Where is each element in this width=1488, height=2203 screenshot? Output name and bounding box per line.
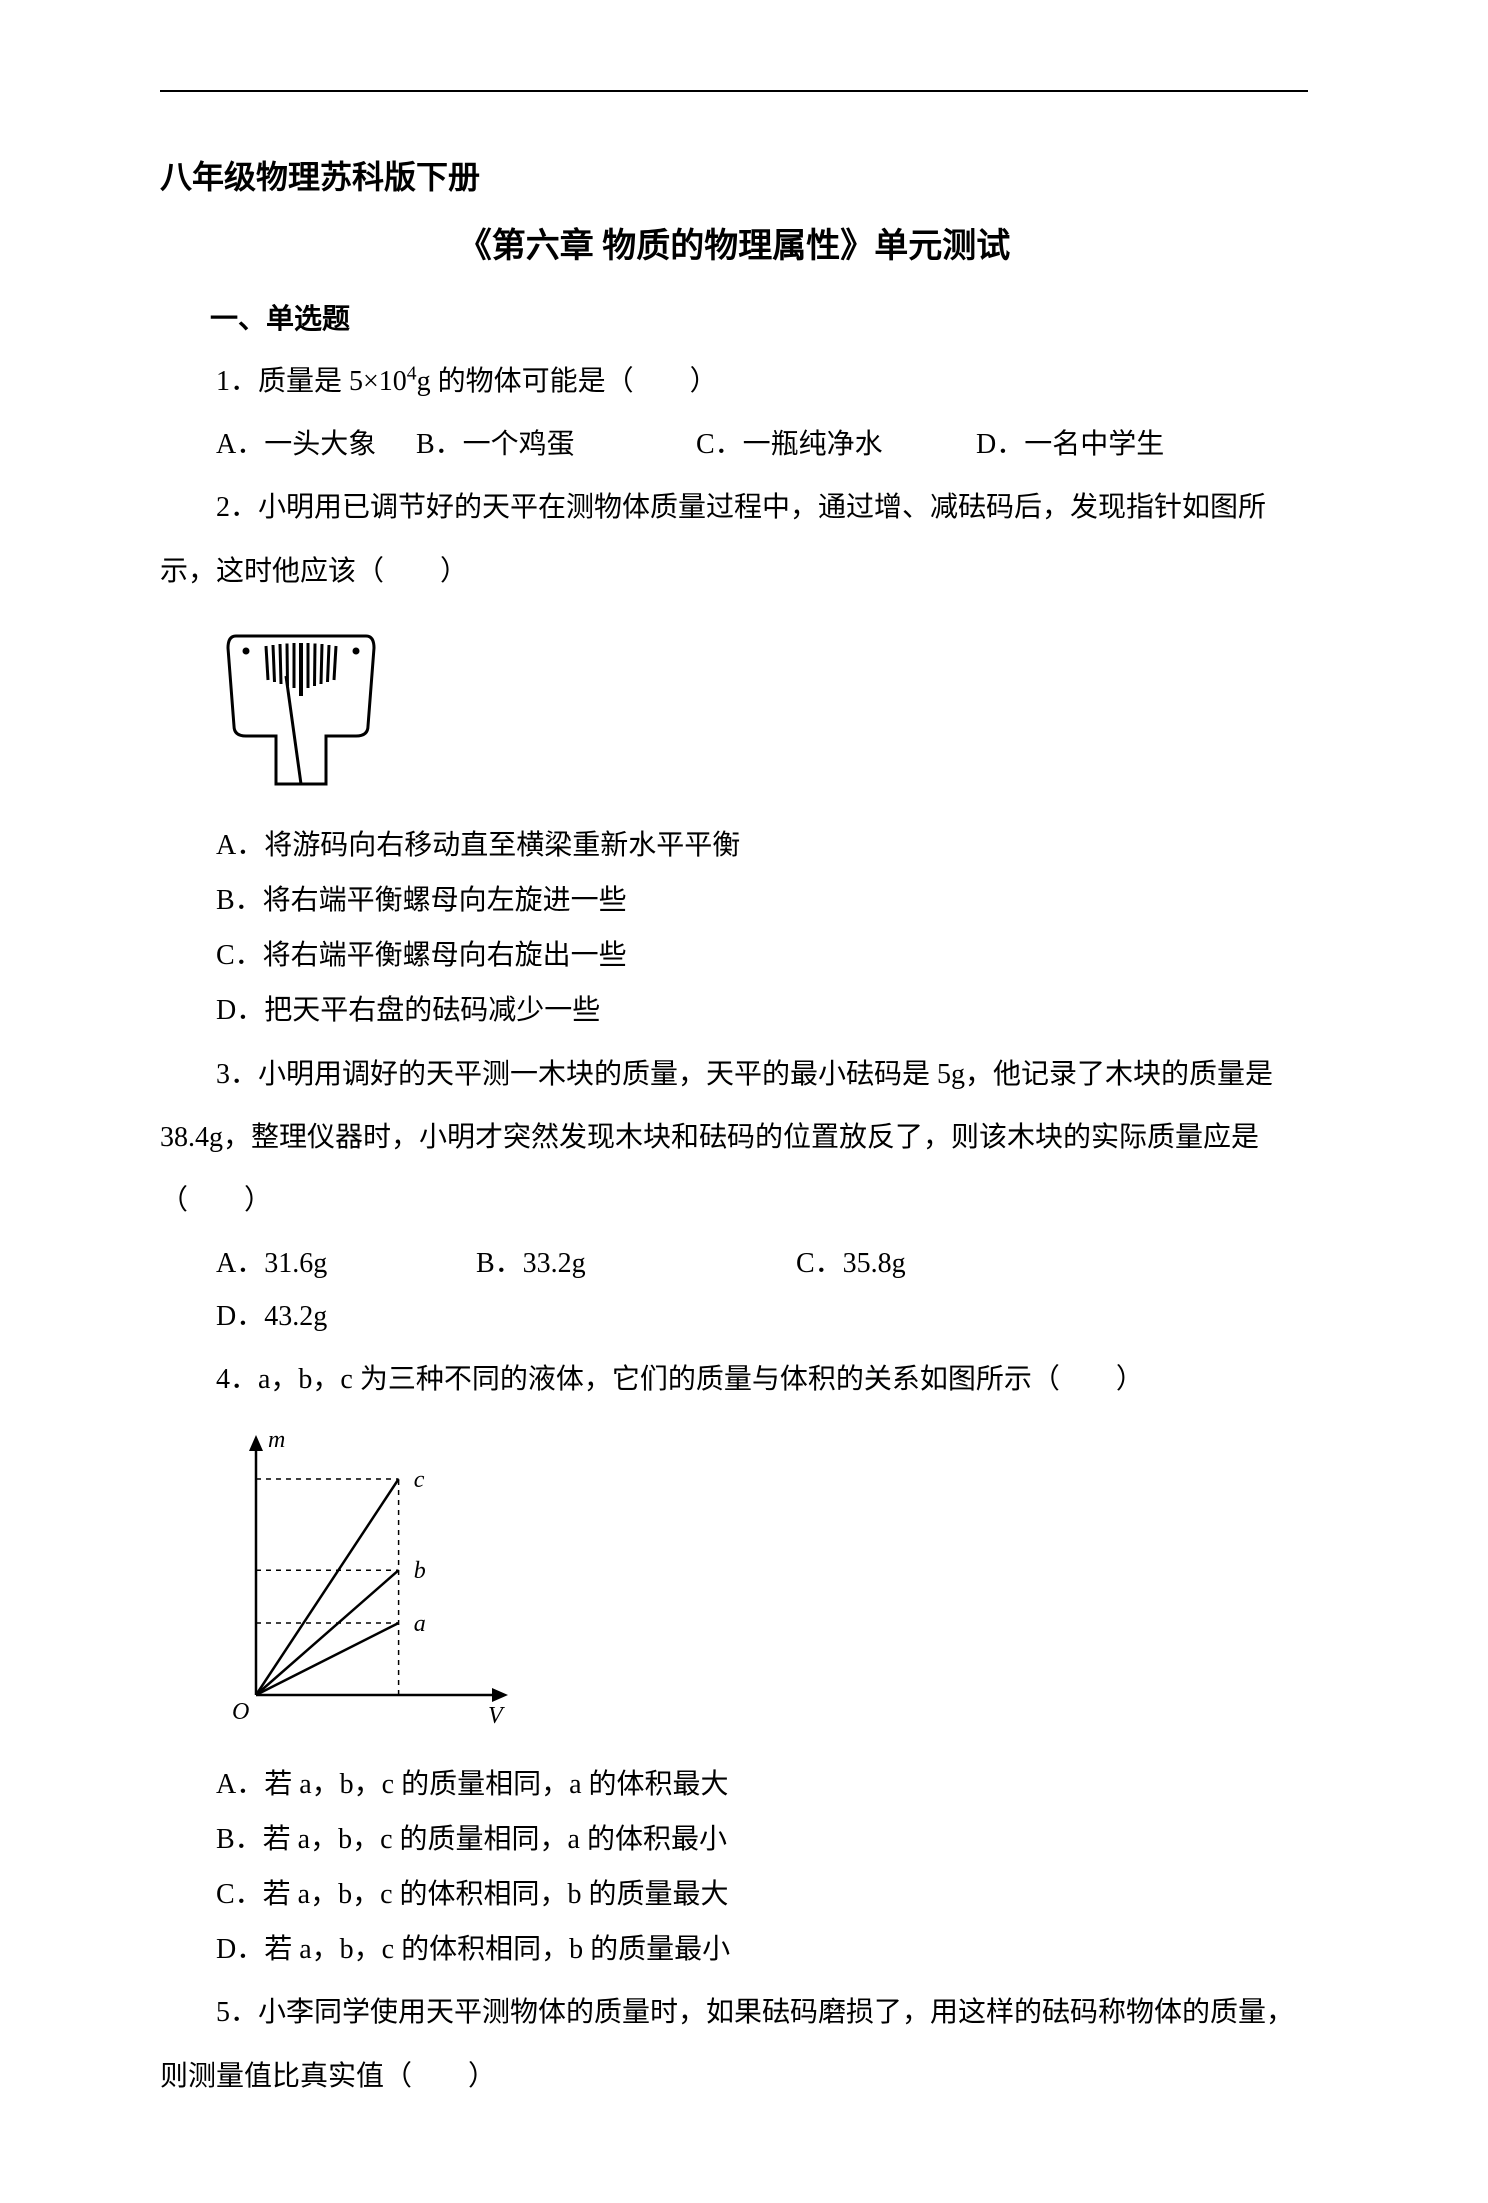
question-1: 1．质量是 5×104g 的物体可能是（ ）: [160, 355, 1308, 408]
q2-option-c: C．将右端平衡螺母向右旋出一些: [216, 929, 1308, 982]
q3-option-a: A．31.6g: [216, 1237, 476, 1290]
q4-option-a: A．若 a，b，c 的质量相同，a 的体积最大: [216, 1758, 1308, 1811]
q1-option-a: A．一头大象: [216, 418, 416, 471]
q1-option-d: D．一名中学生: [976, 418, 1256, 471]
question-3-line1: 3．小明用调好的天平测一木块的质量，天平的最小砝码是 5g，他记录了木块的质量是: [160, 1048, 1308, 1101]
q2-figure: [216, 616, 1308, 801]
q1-text-prefix: 1．质量是 5×10: [216, 366, 407, 397]
q1-text-suffix: g 的物体可能是（ ）: [417, 366, 718, 397]
question-4: 4．a，b，c 为三种不同的液体，它们的质量与体积的关系如图所示（ ）: [160, 1353, 1308, 1406]
title-main: 八年级物理苏科版下册: [160, 152, 1308, 198]
q2-option-d: D．把天平右盘的砝码减少一些: [216, 984, 1308, 1037]
svg-text:c: c: [414, 1467, 425, 1493]
svg-text:a: a: [414, 1611, 426, 1637]
q1-exp: 4: [407, 364, 417, 385]
mv-chart-icon: c b a m V O: [216, 1425, 516, 1735]
page: 八年级物理苏科版下册 《第六章 物质的物理属性》单元测试 一、单选题 1．质量是…: [0, 0, 1488, 2203]
q4-chart: c b a m V O: [216, 1425, 1308, 1740]
q1-options: A．一头大象 B．一个鸡蛋 C．一瓶纯净水 D．一名中学生: [160, 418, 1308, 471]
q4-option-d: D．若 a，b，c 的体积相同，b 的质量最小: [216, 1923, 1308, 1976]
q3-option-c: C．35.8g: [796, 1237, 1116, 1290]
q2-options: A．将游码向右移动直至横梁重新水平平衡 B．将右端平衡螺母向左旋进一些 C．将右…: [160, 819, 1308, 1038]
q2-option-b: B．将右端平衡螺母向左旋进一些: [216, 874, 1308, 927]
q1-option-c: C．一瓶纯净水: [696, 418, 976, 471]
svg-text:O: O: [232, 1699, 249, 1725]
question-2-line2: 示，这时他应该（ ）: [160, 545, 1308, 598]
svg-text:m: m: [268, 1427, 285, 1453]
q3-option-b: B．33.2g: [476, 1237, 796, 1290]
q2-option-a: A．将游码向右移动直至横梁重新水平平衡: [216, 819, 1308, 872]
question-5-line1: 5．小李同学使用天平测物体的质量时，如果砝码磨损了，用这样的砝码称物体的质量，: [160, 1986, 1308, 2039]
svg-text:b: b: [414, 1558, 426, 1584]
top-rule: [160, 90, 1308, 92]
q3-option-d: D．43.2g: [216, 1290, 416, 1343]
svg-text:V: V: [488, 1703, 505, 1729]
question-3-line2: 38.4g，整理仪器时，小明才突然发现木块和砝码的位置放反了，则该木块的实际质量…: [160, 1111, 1308, 1164]
q4-options: A．若 a，b，c 的质量相同，a 的体积最大 B．若 a，b，c 的质量相同，…: [160, 1758, 1308, 1977]
q4-option-b: B．若 a，b，c 的质量相同，a 的体积最小: [216, 1813, 1308, 1866]
question-5-line2: 则测量值比真实值（ ）: [160, 2050, 1308, 2103]
question-3-line3: （ ）: [160, 1174, 1308, 1227]
question-2-line1: 2．小明用已调节好的天平在测物体质量过程中，通过增、减砝码后，发现指针如图所: [160, 481, 1308, 534]
title-chapter: 《第六章 物质的物理属性》单元测试: [160, 218, 1308, 267]
section-1-heading: 一、单选题: [210, 297, 1308, 337]
q4-option-c: C．若 a，b，c 的体积相同，b 的质量最大: [216, 1868, 1308, 1921]
balance-dial-icon: [216, 616, 386, 796]
q3-options: A．31.6g B．33.2g C．35.8g D．43.2g: [160, 1237, 1308, 1343]
q1-option-b: B．一个鸡蛋: [416, 418, 696, 471]
